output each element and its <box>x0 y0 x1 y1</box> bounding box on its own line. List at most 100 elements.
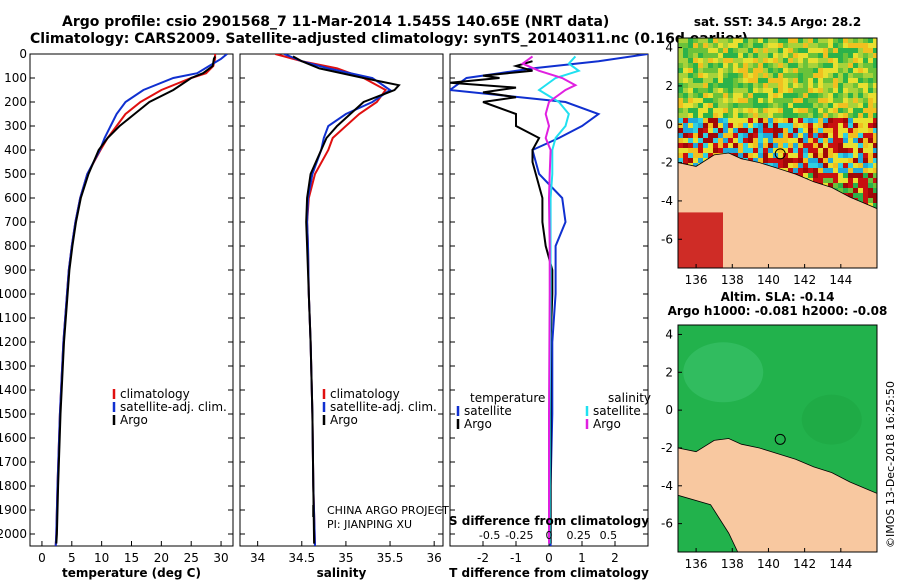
sst-cell <box>868 68 873 73</box>
sst-cell <box>828 178 833 183</box>
sst-cell <box>848 63 853 68</box>
sst-cell <box>828 38 833 43</box>
sst-cell <box>868 193 873 198</box>
sst-cell <box>803 168 808 173</box>
sst-cell <box>678 108 683 113</box>
sst-cell <box>808 128 813 133</box>
legend-label: Argo <box>120 413 148 427</box>
sst-cell <box>763 73 768 78</box>
sst-cell <box>723 73 728 78</box>
sst-cell <box>718 43 723 48</box>
depth-tick-label: 200 <box>4 95 27 109</box>
sst-cell <box>693 123 698 128</box>
sst-cell <box>753 78 758 83</box>
sst-cell <box>703 143 708 148</box>
sst-cell <box>738 63 743 68</box>
sst-south-patch <box>678 212 723 268</box>
sst-cell <box>813 153 818 158</box>
sst-cell <box>838 138 843 143</box>
sst-cell <box>828 78 833 83</box>
difference-panel: -2 -1 0 1 2T difference from climatology temp… <box>449 53 651 580</box>
sst-cell <box>858 48 863 53</box>
sst-cell <box>873 73 877 78</box>
sst-cell <box>698 113 703 118</box>
sst-cell <box>748 103 753 108</box>
sst-cell <box>798 43 803 48</box>
sst-cell <box>683 158 688 163</box>
sst-cell <box>758 68 763 73</box>
sst-cell <box>828 118 833 123</box>
sst-cell <box>768 68 773 73</box>
sst-cell <box>778 138 783 143</box>
sst-cell <box>843 158 848 163</box>
sst-cell <box>793 143 798 148</box>
depth-tick-label: 2000 <box>0 527 27 541</box>
sst-cell <box>868 143 873 148</box>
sst-cell <box>818 98 823 103</box>
sst-cell <box>873 143 877 148</box>
sst-cell <box>768 53 773 58</box>
sst-cell <box>683 88 688 93</box>
sst-cell <box>758 113 763 118</box>
sst-cell <box>793 163 798 168</box>
map-title: sat. SST: 34.5 Argo: 28.2 <box>694 15 861 29</box>
argo-float-marker <box>774 433 786 445</box>
sst-cell <box>698 118 703 123</box>
sst-cell <box>783 148 788 153</box>
sst-cell <box>768 83 773 88</box>
sst-cell <box>753 138 758 143</box>
sst-cell <box>828 108 833 113</box>
sst-cell <box>788 103 793 108</box>
sst-cell <box>843 88 848 93</box>
sst-cell <box>738 38 743 43</box>
sst-cell <box>693 63 698 68</box>
sst-cell <box>823 173 828 178</box>
sst-cell <box>853 113 858 118</box>
sst-cell <box>793 73 798 78</box>
map-frame <box>677 324 878 553</box>
sst-cell <box>718 68 723 73</box>
sst-cell <box>723 123 728 128</box>
sst-cell <box>828 73 833 78</box>
sst-cell <box>783 118 788 123</box>
sst-cell <box>868 98 873 103</box>
sst-cell <box>763 153 768 158</box>
sst-cell <box>688 148 693 153</box>
sst-cell <box>743 143 748 148</box>
sst-cell <box>798 78 803 83</box>
sst-cell <box>708 78 713 83</box>
sst-cell <box>688 118 693 123</box>
sst-cell <box>768 38 773 43</box>
sst-cell <box>813 68 818 73</box>
sst-cell <box>788 123 793 128</box>
sst-cell <box>833 98 838 103</box>
map-content <box>678 38 877 268</box>
x-tick-label: 2 <box>611 551 619 565</box>
sst-cell <box>733 133 738 138</box>
sst-cell <box>773 93 778 98</box>
sst-cell <box>698 143 703 148</box>
sst-cell <box>753 73 758 78</box>
sst-cell <box>708 153 713 158</box>
sst-cell <box>863 108 868 113</box>
sst-cell <box>818 168 823 173</box>
sst-cell <box>783 108 788 113</box>
sst-cell <box>738 123 743 128</box>
sst-cell <box>763 133 768 138</box>
sst-cell <box>838 68 843 73</box>
sst-cell <box>838 103 843 108</box>
sst-cell <box>783 43 788 48</box>
sst-cell <box>793 53 798 58</box>
sst-cell <box>678 153 683 158</box>
sst-cell <box>823 93 828 98</box>
sst-cell <box>808 63 813 68</box>
sst-cell <box>763 113 768 118</box>
sst-cell <box>713 128 718 133</box>
sst-cell <box>848 133 853 138</box>
sst-cell <box>838 143 843 148</box>
sst-cell <box>788 113 793 118</box>
sst-cell <box>873 178 877 183</box>
sst-cell <box>823 38 828 43</box>
sst-cell <box>743 58 748 63</box>
sst-cell <box>748 68 753 73</box>
